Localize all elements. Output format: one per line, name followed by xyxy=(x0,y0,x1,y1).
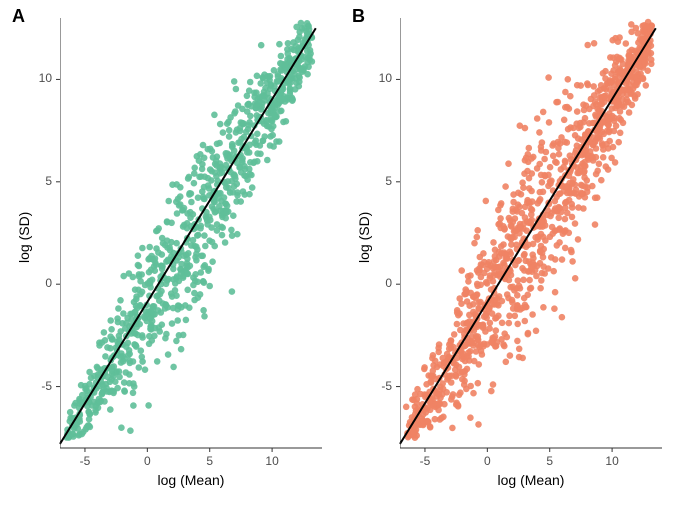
axis-overlay-y xyxy=(396,18,401,449)
y-tick-label: 5 xyxy=(20,174,52,188)
y-tick-label: 10 xyxy=(20,71,52,85)
axis-overlay xyxy=(60,18,323,453)
x-tick-label: 10 xyxy=(592,454,632,468)
y-tick-label: 10 xyxy=(360,71,392,85)
y-tick-label: -5 xyxy=(20,379,52,393)
x-tick-label: -5 xyxy=(65,454,105,468)
x-tick-label: 10 xyxy=(252,454,292,468)
x-axis-title: log (Mean) xyxy=(481,472,581,488)
y-tick-label: 5 xyxy=(360,174,392,188)
y-tick-label: 0 xyxy=(360,276,392,290)
y-tick-label: 0 xyxy=(20,276,52,290)
panel-label: A xyxy=(12,6,25,27)
axis-overlay xyxy=(400,18,663,453)
x-axis-title: log (Mean) xyxy=(141,472,241,488)
y-axis-title: log (SD) xyxy=(356,212,372,263)
y-axis-title: log (SD) xyxy=(16,212,32,263)
x-tick-label: -5 xyxy=(405,454,445,468)
x-tick-label: 0 xyxy=(127,454,167,468)
x-tick-label: 5 xyxy=(190,454,230,468)
x-tick-label: 0 xyxy=(467,454,507,468)
panel-label: B xyxy=(352,6,365,27)
y-tick-label: -5 xyxy=(360,379,392,393)
axis-overlay-y xyxy=(56,18,61,449)
x-tick-label: 5 xyxy=(530,454,570,468)
